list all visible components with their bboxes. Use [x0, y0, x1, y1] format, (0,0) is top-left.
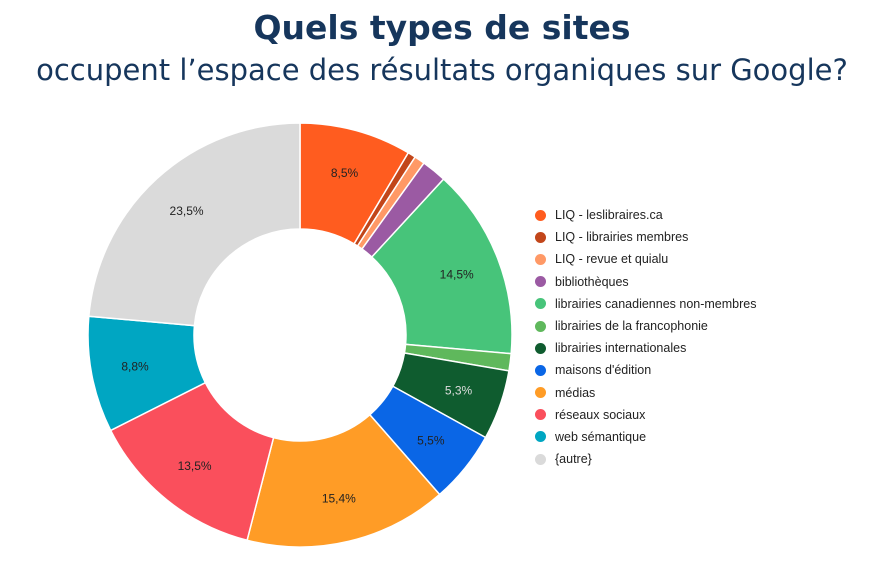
legend-swatch — [535, 364, 546, 376]
legend-label: librairies internationales — [555, 341, 687, 356]
legend-item-1: LIQ - librairies membres — [535, 226, 875, 248]
legend-swatch — [535, 209, 546, 221]
legend-swatch — [535, 253, 546, 265]
legend-label: maisons d'édition — [555, 363, 652, 378]
legend-swatch — [535, 342, 546, 354]
legend-label: réseaux sociaux — [555, 407, 646, 422]
legend-item-10: web sémantique — [535, 426, 875, 448]
slice-label-7: 5,5% — [417, 433, 445, 447]
legend-swatch — [535, 320, 546, 332]
chart-subtitle: occupent l’espace des résultats organiqu… — [36, 53, 848, 87]
slice-label-6: 5,3% — [445, 384, 473, 398]
legend-label: LIQ - leslibraires.ca — [555, 208, 663, 223]
chart-legend: LIQ - leslibraires.ca LIQ - librairies me… — [535, 204, 875, 470]
legend-item-3: bibliothèques — [535, 271, 875, 293]
slice-label-4: 14,5% — [440, 267, 474, 281]
legend-swatch — [535, 431, 546, 443]
legend-item-11: {autre} — [535, 448, 875, 470]
legend-swatch — [535, 387, 546, 399]
legend-item-8: médias — [535, 382, 875, 404]
legend-swatch — [535, 231, 546, 243]
slice-label-0: 8,5% — [331, 166, 359, 180]
slice-11 — [88, 122, 301, 327]
legend-item-0: LIQ - leslibraires.ca — [535, 204, 875, 226]
legend-label: médias — [555, 385, 596, 400]
legend-label: librairies de la francophonie — [555, 319, 708, 334]
legend-label: librairies canadiennes non-membres — [555, 296, 757, 311]
legend-item-7: maisons d'édition — [535, 359, 875, 381]
legend-swatch — [535, 276, 546, 288]
legend-label: bibliothèques — [555, 274, 629, 289]
legend-item-9: réseaux sociaux — [535, 404, 875, 426]
legend-label: web sémantique — [555, 429, 647, 444]
slice-label-8: 15,4% — [322, 491, 356, 505]
legend-item-4: librairies canadiennes non-membres — [535, 293, 875, 315]
legend-swatch — [535, 409, 546, 421]
legend-swatch — [535, 298, 546, 310]
legend-item-2: LIQ - revue et quialu — [535, 248, 875, 270]
legend-item-5: librairies de la francophonie — [535, 315, 875, 337]
slice-label-11: 23,5% — [170, 204, 204, 218]
legend-label: LIQ - librairies membres — [555, 230, 689, 245]
legend-swatch — [535, 453, 546, 465]
legend-label: LIQ - revue et quialu — [555, 252, 669, 267]
chart-title: Quels types de sites — [253, 8, 631, 47]
legend-label: {autre} — [555, 452, 592, 467]
slice-label-10: 8,8% — [121, 360, 149, 374]
slice-label-9: 13,5% — [178, 459, 212, 473]
legend-item-6: librairies internationales — [535, 337, 875, 359]
